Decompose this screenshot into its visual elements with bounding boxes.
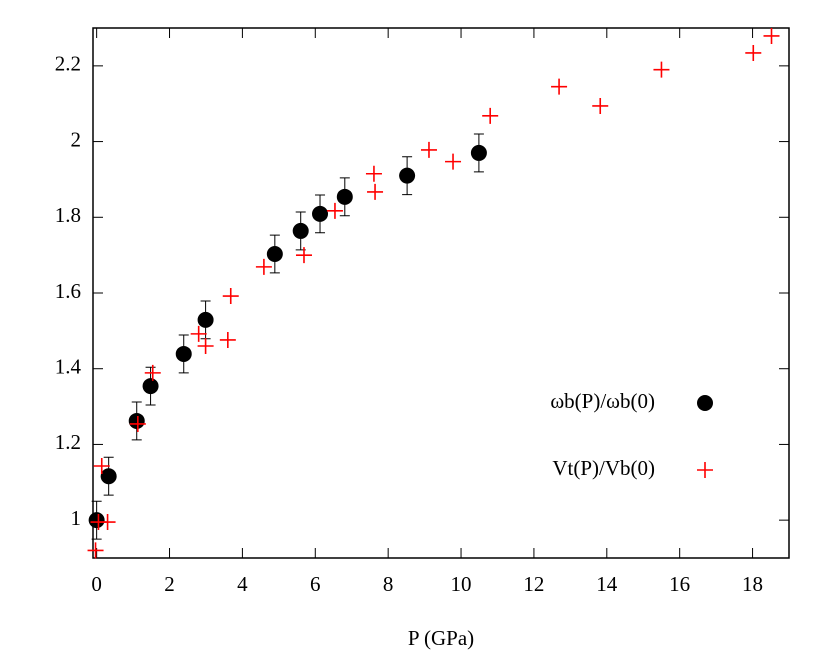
point: [470, 144, 487, 161]
y-tick-label: 1.4: [55, 355, 82, 379]
x-tick-label: 14: [596, 572, 618, 596]
point: [222, 288, 239, 305]
point: [592, 97, 609, 114]
point: [144, 364, 161, 381]
x-tick-label: 16: [669, 572, 690, 596]
point: [420, 141, 437, 158]
point: [87, 542, 104, 559]
x-tick-label: 18: [742, 572, 763, 596]
point: [266, 246, 283, 263]
point: [128, 412, 145, 429]
point: [175, 345, 192, 362]
point: [219, 331, 236, 348]
point: [482, 107, 499, 124]
y-tick-label: 2: [71, 127, 82, 151]
point: [295, 247, 312, 264]
point: [653, 61, 670, 78]
point: [551, 78, 568, 95]
point: [142, 378, 159, 395]
point: [255, 258, 272, 275]
point: [367, 183, 384, 200]
point: [399, 167, 416, 184]
point: [197, 311, 214, 328]
point: [100, 468, 117, 485]
x-tick-label: 6: [310, 572, 321, 596]
point: [445, 153, 462, 170]
point: [129, 415, 146, 432]
legend-marker: [697, 462, 713, 478]
point: [190, 325, 207, 342]
y-tick-label: 1: [71, 506, 82, 530]
x-tick-label: 8: [383, 572, 394, 596]
point: [292, 222, 309, 239]
point: [312, 205, 329, 222]
plot-frame: [92, 27, 790, 559]
point: [197, 338, 214, 354]
x-tick-label: 2: [164, 572, 175, 596]
x-tick-label: 12: [523, 572, 544, 596]
legend-label: Vt(P)/Vb(0): [552, 456, 655, 480]
legend-label: ωb(P)/ωb(0): [550, 389, 655, 413]
legend-marker: [697, 395, 713, 411]
point: [99, 514, 116, 531]
x-tick-label: 0: [91, 572, 102, 596]
point: [93, 458, 110, 475]
point: [336, 188, 353, 205]
point: [763, 27, 780, 44]
point: [326, 202, 343, 219]
y-tick-label: 1.6: [55, 279, 81, 303]
y-tick-label: 2.2: [55, 52, 81, 76]
point: [365, 165, 382, 182]
point: [88, 512, 105, 529]
point: [745, 44, 762, 61]
x-axis-label: P (GPa): [408, 626, 474, 650]
x-tick-label: 10: [451, 572, 472, 596]
x-tick-label: 4: [237, 572, 248, 596]
y-tick-label: 1.2: [55, 430, 81, 454]
y-tick-label: 1.8: [55, 203, 81, 227]
